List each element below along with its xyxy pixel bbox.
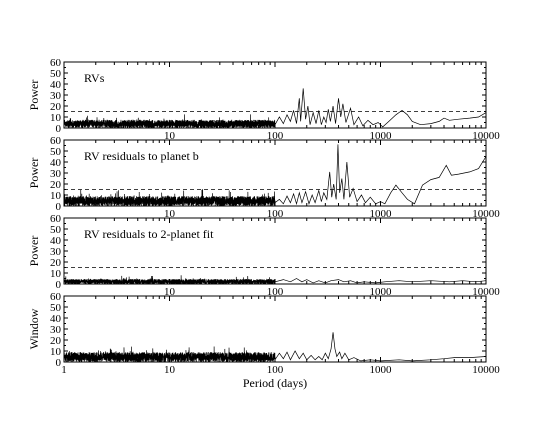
x-tick-label: 10000 bbox=[472, 130, 500, 142]
periodogram-line bbox=[63, 88, 487, 129]
x-tick-label: 1 bbox=[61, 364, 67, 376]
y-tick-label: 10 bbox=[50, 190, 62, 202]
panel-label: RVs bbox=[84, 71, 105, 85]
y-axis-label: Window bbox=[27, 308, 41, 349]
x-tick-label: 100 bbox=[267, 364, 284, 376]
y-tick-label: 20 bbox=[50, 335, 62, 347]
x-axis-label: Period (days) bbox=[243, 376, 307, 390]
y-tick-label: 20 bbox=[50, 101, 62, 113]
y-tick-label: 50 bbox=[50, 146, 62, 158]
x-tick-label: 10 bbox=[164, 364, 176, 376]
y-axis-label: Power bbox=[27, 236, 41, 267]
panel-frame bbox=[63, 61, 487, 129]
x-tick-label: 1000 bbox=[370, 208, 393, 220]
periodogram-line bbox=[63, 144, 487, 207]
panel-label: RV residuals to 2-planet fit bbox=[84, 227, 214, 241]
y-tick-label: 50 bbox=[50, 224, 62, 236]
panel-label: RV residuals to planet b bbox=[84, 149, 199, 163]
x-tick-label: 10000 bbox=[472, 208, 500, 220]
y-tick-label: 50 bbox=[50, 302, 62, 314]
x-tick-label: 1000 bbox=[370, 130, 393, 142]
y-tick-label: 50 bbox=[50, 68, 62, 80]
y-tick-label: 40 bbox=[50, 79, 62, 91]
y-tick-label: 60 bbox=[50, 291, 62, 303]
y-tick-label: 0 bbox=[56, 279, 62, 291]
x-tick-label: 10 bbox=[164, 208, 176, 220]
y-tick-label: 20 bbox=[50, 257, 62, 269]
x-tick-label: 10 bbox=[164, 286, 176, 298]
y-tick-label: 40 bbox=[50, 235, 62, 247]
x-tick-label: 1000 bbox=[370, 286, 393, 298]
y-tick-label: 60 bbox=[50, 135, 62, 147]
y-tick-label: 60 bbox=[50, 57, 62, 69]
y-tick-label: 60 bbox=[50, 213, 62, 225]
x-tick-label: 100 bbox=[267, 208, 284, 220]
x-tick-label: 100 bbox=[267, 286, 284, 298]
y-tick-label: 10 bbox=[50, 112, 62, 124]
y-tick-label: 10 bbox=[50, 268, 62, 280]
y-tick-label: 30 bbox=[50, 246, 62, 258]
y-tick-label: 30 bbox=[50, 168, 62, 180]
periodogram-line bbox=[63, 332, 487, 363]
y-tick-label: 30 bbox=[50, 324, 62, 336]
x-tick-label: 10000 bbox=[472, 364, 500, 376]
y-tick-label: 40 bbox=[50, 157, 62, 169]
x-tick-label: 10 bbox=[164, 130, 176, 142]
x-tick-label: 1000 bbox=[370, 364, 393, 376]
y-tick-label: 40 bbox=[50, 313, 62, 325]
y-tick-label: 10 bbox=[50, 346, 62, 358]
y-axis-label: Power bbox=[27, 80, 41, 111]
x-tick-label: 100 bbox=[267, 130, 284, 142]
periodogram-line bbox=[63, 275, 487, 285]
y-tick-label: 30 bbox=[50, 90, 62, 102]
panel-frame bbox=[63, 295, 487, 363]
y-tick-label: 0 bbox=[56, 357, 62, 369]
x-tick-label: 10000 bbox=[472, 286, 500, 298]
y-tick-label: 0 bbox=[56, 201, 62, 213]
y-tick-label: 20 bbox=[50, 179, 62, 191]
y-axis-label: Power bbox=[27, 158, 41, 189]
y-tick-label: 0 bbox=[56, 123, 62, 135]
